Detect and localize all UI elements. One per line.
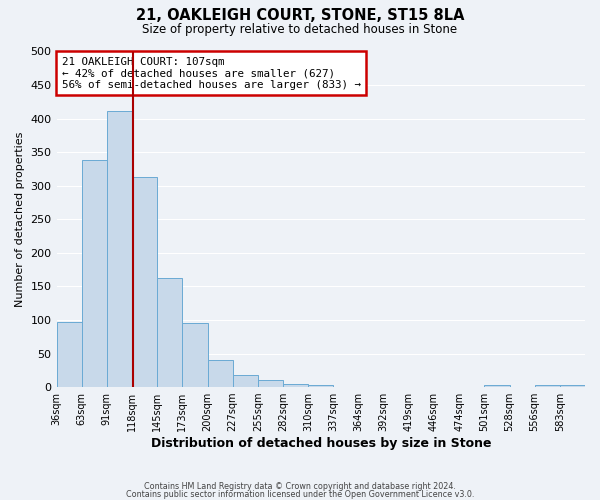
- Text: 21 OAKLEIGH COURT: 107sqm
← 42% of detached houses are smaller (627)
56% of semi: 21 OAKLEIGH COURT: 107sqm ← 42% of detac…: [62, 56, 361, 90]
- Text: Contains HM Land Registry data © Crown copyright and database right 2024.: Contains HM Land Registry data © Crown c…: [144, 482, 456, 491]
- Bar: [132, 177, 157, 387]
- Bar: [233, 375, 258, 387]
- Bar: [258, 380, 283, 387]
- Bar: [308, 385, 334, 387]
- Bar: [56, 322, 82, 387]
- X-axis label: Distribution of detached houses by size in Stone: Distribution of detached houses by size …: [151, 437, 491, 450]
- Bar: [157, 278, 182, 387]
- Text: 21, OAKLEIGH COURT, STONE, ST15 8LA: 21, OAKLEIGH COURT, STONE, ST15 8LA: [136, 8, 464, 22]
- Bar: [560, 385, 585, 387]
- Y-axis label: Number of detached properties: Number of detached properties: [15, 132, 25, 307]
- Bar: [107, 111, 132, 387]
- Text: Size of property relative to detached houses in Stone: Size of property relative to detached ho…: [142, 22, 458, 36]
- Bar: [208, 360, 233, 387]
- Bar: [484, 385, 509, 387]
- Bar: [82, 160, 107, 387]
- Bar: [535, 385, 560, 387]
- Bar: [182, 322, 208, 387]
- Text: Contains public sector information licensed under the Open Government Licence v3: Contains public sector information licen…: [126, 490, 474, 499]
- Bar: [283, 384, 308, 387]
